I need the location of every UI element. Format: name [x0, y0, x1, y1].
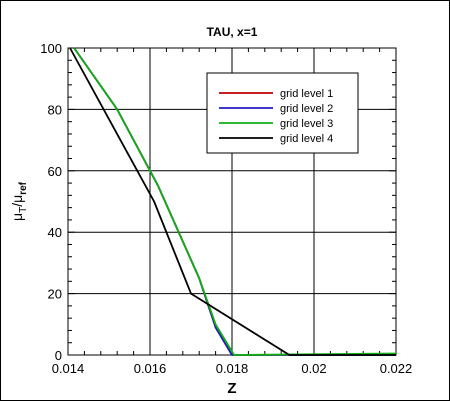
x-tick-label: 0.022: [380, 361, 413, 376]
x-tick-label: 0.02: [301, 361, 326, 376]
series-line-3: [73, 47, 397, 356]
series-lines: [69, 47, 397, 356]
legend-label-4: grid level 4: [280, 133, 333, 145]
y-tick-label: 0: [55, 348, 62, 363]
y-tick-label: 100: [40, 41, 62, 56]
x-tick-label: 0.018: [216, 361, 249, 376]
chart-title: TAU, x=1: [207, 25, 258, 39]
y-tick-label: 20: [48, 287, 62, 302]
series-line-4: [69, 47, 396, 356]
x-axis-title: Z: [227, 380, 236, 397]
y-axis-title-sub1: T: [18, 207, 29, 213]
legend-label-1: grid level 1: [280, 88, 333, 100]
y-axis-title: μT/μref: [9, 181, 29, 221]
legend-box: [206, 72, 359, 154]
x-tick-label: 0.016: [134, 361, 167, 376]
legend: grid level 1 grid level 2 grid level 3 grid…: [206, 72, 359, 154]
y-axis-title-mu: μ: [9, 213, 25, 221]
legend-label-3: grid level 3: [280, 118, 333, 130]
axis-ticks: 0.014 0.016 0.018 0.02 0.022 0 20 40 60 80 100: [40, 41, 412, 376]
y-axis-title-sub2: ref: [18, 181, 29, 194]
y-tick-label: 60: [48, 164, 62, 179]
y-axis-title-sep: /μ: [9, 195, 25, 207]
legend-items: grid level 1 grid level 2 grid level 3 grid…: [219, 88, 333, 145]
y-tick-label: 80: [48, 102, 62, 117]
y-tick-label: 40: [48, 225, 62, 240]
legend-label-2: grid level 2: [280, 103, 333, 115]
x-tick-label: 0.014: [52, 361, 85, 376]
